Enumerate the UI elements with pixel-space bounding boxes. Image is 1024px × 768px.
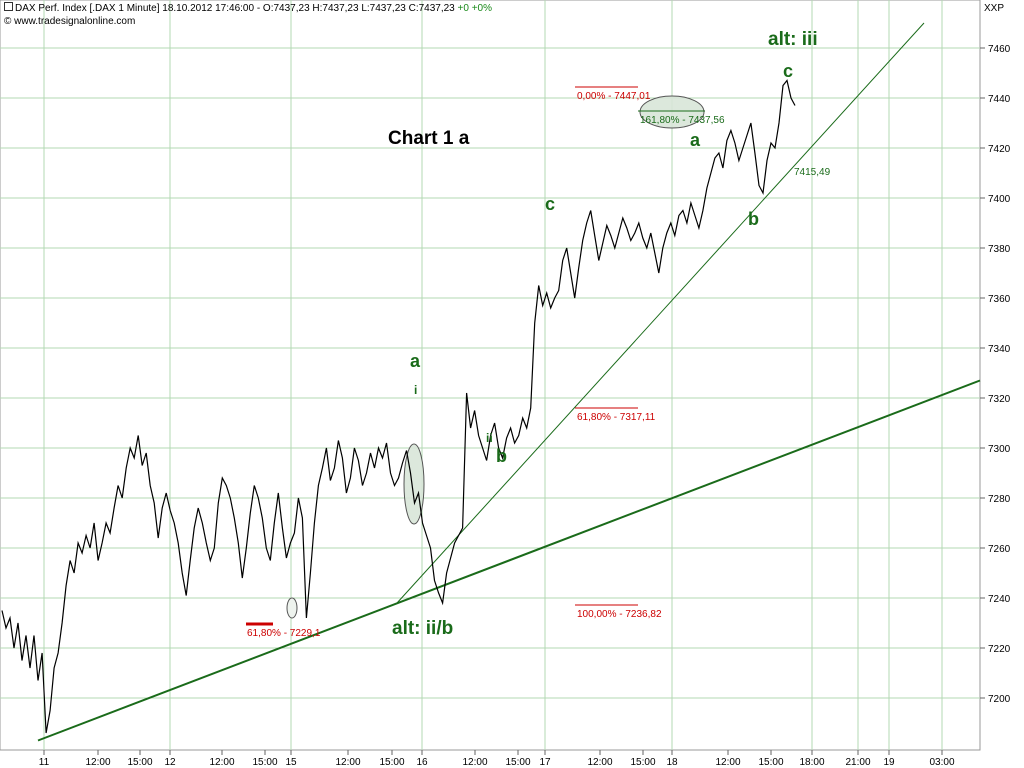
fib-label: 100,00% - 7236,82 [577, 609, 662, 620]
x-tick-label: 12:00 [209, 757, 234, 768]
wave-label: a [410, 351, 421, 371]
x-tick-label: 18 [666, 757, 678, 768]
header-icon [4, 2, 13, 11]
y-tick-label: 7260 [988, 544, 1011, 555]
wave-label: ii [486, 431, 493, 445]
wave-label: alt: ii/b [392, 618, 453, 639]
ellipse-marker [639, 95, 705, 129]
y-tick-label: 7440 [988, 94, 1011, 105]
y-tick-label: 7460 [988, 44, 1011, 55]
wave-label: c [783, 61, 793, 81]
ellipse-marker [286, 597, 298, 619]
wave-label: c [545, 194, 555, 214]
x-tick-label: 16 [416, 757, 428, 768]
y-tick-label: 7360 [988, 294, 1011, 305]
chart-title: Chart 1 a [388, 128, 470, 149]
x-tick-label: 11 [39, 757, 50, 768]
y-tick-label: 7220 [988, 644, 1011, 655]
copyright-text: © www.tradesignalonline.com [4, 16, 136, 27]
y-tick-label: 7280 [988, 494, 1011, 505]
x-tick-label: 18:00 [799, 757, 824, 768]
x-tick-label: 15:00 [630, 757, 655, 768]
header-change: +0 +0% [457, 3, 493, 14]
x-tick-label: 12:00 [335, 757, 360, 768]
x-tick-label: 12:00 [587, 757, 612, 768]
x-tick-label: 15 [285, 757, 297, 768]
trendline-steep [396, 22, 925, 604]
wave-label: alt: iii [768, 29, 818, 50]
x-tick-label: 03:00 [929, 757, 954, 768]
wave-label: b [748, 209, 759, 229]
fib-label: 61,80% - 7317,11 [577, 412, 656, 423]
y-tick-label: 7340 [988, 344, 1011, 355]
fib-label: 61,80% - 7229,1 [247, 628, 321, 639]
chart-header: DAX Perf. Index [.DAX 1 Minute] 18.10.20… [4, 2, 492, 14]
x-tick-label: 21:00 [845, 757, 870, 768]
y-tick-label: 7300 [988, 444, 1011, 455]
fib-label: 161,80% - 7437,56 [640, 115, 725, 126]
x-tick-label: 12:00 [715, 757, 740, 768]
header-title: DAX Perf. Index [.DAX 1 Minute] 18.10.20… [15, 3, 455, 14]
x-tick-label: 12 [164, 757, 176, 768]
x-tick-label: 19 [883, 757, 895, 768]
x-tick-label: 15:00 [505, 757, 530, 768]
plot-frame [0, 0, 981, 751]
fib-label: 7415,49 [794, 167, 831, 178]
x-tick-label: 17 [539, 757, 551, 768]
x-tick-label: 15:00 [127, 757, 152, 768]
trendline-main [37, 379, 981, 742]
wave-label: i [414, 383, 417, 397]
wave-label: a [690, 130, 701, 150]
x-tick-label: 12:00 [462, 757, 487, 768]
price-line [1, 79, 796, 734]
symbol-label: XXP [984, 3, 1005, 14]
y-tick-label: 7320 [988, 394, 1011, 405]
y-tick-label: 7420 [988, 144, 1011, 155]
y-tick-label: 7400 [988, 194, 1011, 205]
y-tick-label: 7200 [988, 694, 1011, 705]
x-tick-label: 12:00 [85, 757, 110, 768]
wave-label: b [496, 446, 507, 466]
y-tick-label: 7380 [988, 244, 1011, 255]
x-tick-label: 15:00 [252, 757, 277, 768]
y-tick-label: 7240 [988, 594, 1011, 605]
x-tick-label: 15:00 [758, 757, 783, 768]
fib-label: 0,00% - 7447,01 [577, 91, 651, 102]
x-tick-label: 15:00 [379, 757, 404, 768]
